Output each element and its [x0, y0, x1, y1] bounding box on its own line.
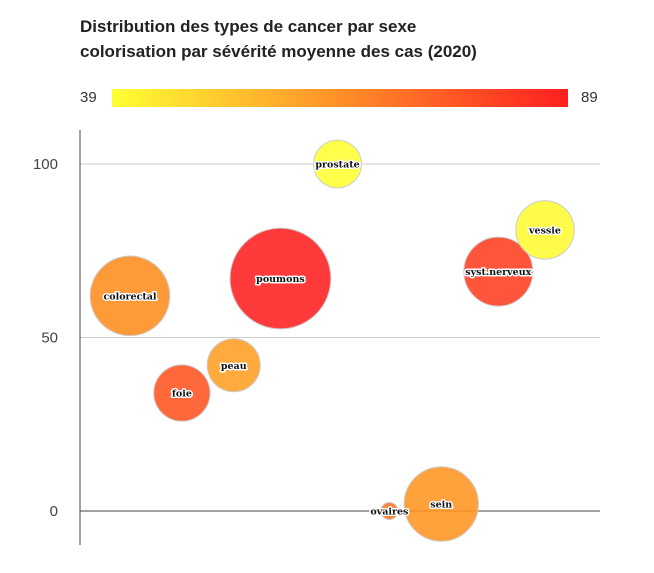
- bubble-ovaires[interactable]: [380, 501, 399, 521]
- color-scale-bar: [112, 89, 568, 107]
- bubble-label-syst-nerveux: syst.nerveux: [465, 267, 531, 278]
- bubble-label-colorectal: colorectal: [103, 291, 156, 302]
- y-tick-label-100: 100: [33, 156, 58, 173]
- bubble-label-foie: foie: [172, 389, 192, 400]
- bubble-prostate[interactable]: [313, 139, 362, 189]
- bubble-peau[interactable]: [206, 338, 261, 393]
- color-scale-min-label: 39: [80, 89, 97, 106]
- chart-title: Distribution des types de cancer par sex…: [80, 14, 477, 64]
- bubble-label-vessie: vessie: [528, 225, 561, 236]
- bubble-syst-nerveux[interactable]: [463, 236, 534, 307]
- y-tick-label-50: 50: [41, 330, 58, 347]
- color-scale-max-label: 89: [581, 89, 598, 106]
- bubble-sein[interactable]: [403, 466, 479, 542]
- bubble-colorectal[interactable]: [89, 255, 171, 337]
- chart-title-line2: colorisation par sévérité moyenne des ca…: [80, 42, 477, 61]
- bubble-foie[interactable]: [153, 364, 211, 422]
- y-tick-label-0: 0: [50, 503, 58, 520]
- bubble-label-peau: peau: [221, 361, 247, 372]
- bubble-label-poumons: poumons: [256, 274, 305, 285]
- bubble-poumons[interactable]: [229, 227, 332, 330]
- bubble-label-sein: sein: [430, 500, 452, 511]
- bubble-vessie[interactable]: [515, 200, 575, 260]
- bubble-label-prostate: prostate: [315, 160, 359, 171]
- chart-title-line1: Distribution des types de cancer par sex…: [80, 17, 417, 36]
- bubble-label-ovaires: ovaires: [370, 507, 408, 518]
